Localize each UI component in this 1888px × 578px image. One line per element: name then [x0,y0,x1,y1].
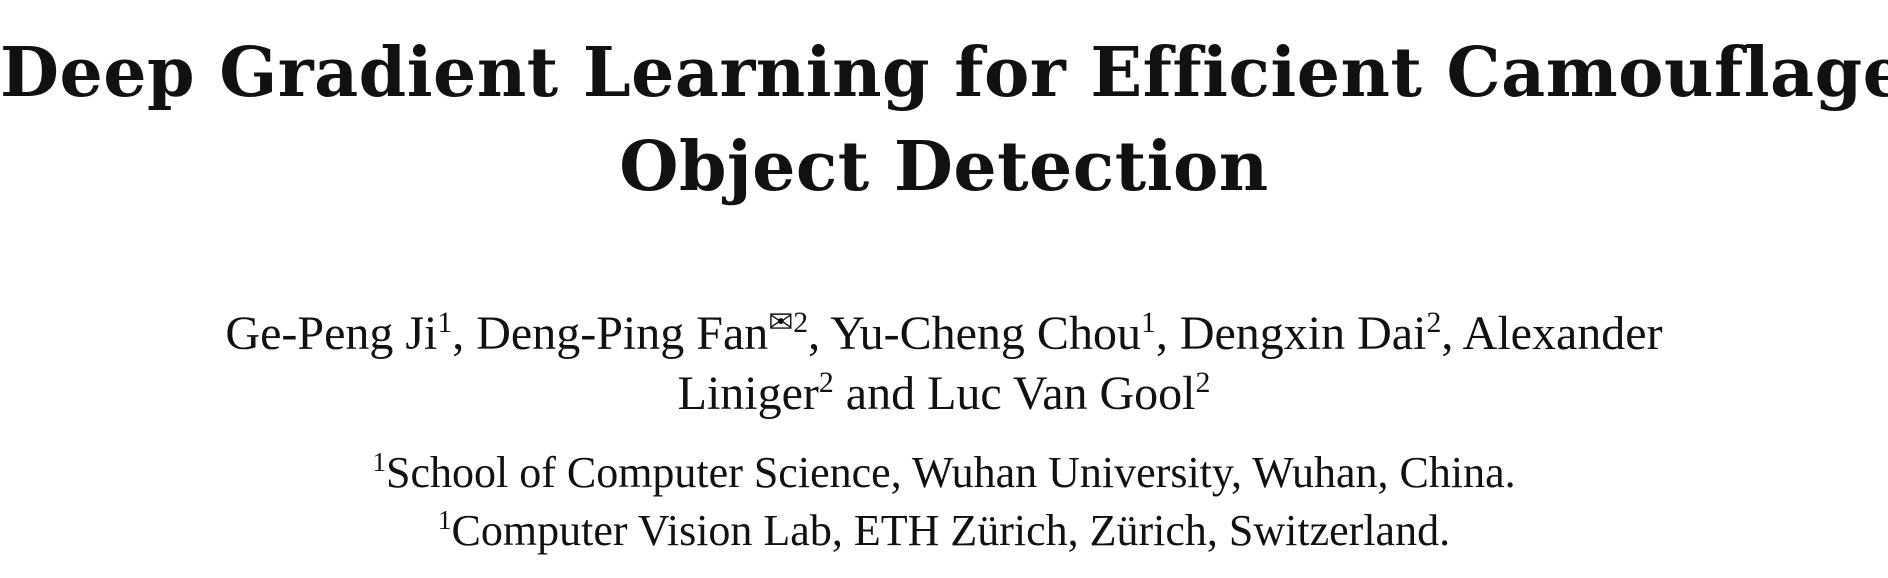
author-affiliation-marker: 2 [1426,305,1442,339]
author-affiliation-marker: 2 [793,305,809,339]
paper-title: Deep Gradient Learning for Efficient Cam… [0,26,1888,214]
author-separator: , [452,307,477,360]
affiliation-marker: 1 [437,505,452,536]
paper-title-line-2: Object Detection [619,127,1269,207]
author-name: Ge-Peng Ji [225,307,438,360]
author-separator: , [808,307,831,360]
author-list: Ge-Peng Ji1, Deng-Ping Fan✉2, Yu-Cheng C… [0,304,1888,424]
affiliation-text: School of Computer Science, Wuhan Univer… [385,448,1516,497]
author-separator: , [1441,307,1463,360]
author-name-first-part: Alexander [1462,307,1663,360]
author-separator: and [833,367,928,420]
author-name: Luc Van Gool [927,367,1196,420]
affiliation-list: 1School of Computer Science, Wuhan Unive… [0,444,1888,560]
affiliation-line: 1School of Computer Science, Wuhan Unive… [0,444,1888,502]
author-affiliation-marker: 2 [1195,365,1211,399]
author-affiliation-marker: 2 [818,365,834,399]
author-separator: , [1155,307,1180,360]
author-affiliation-marker: 1 [1140,305,1156,339]
author-affiliation-marker: 1 [437,305,453,339]
author-name: Yu-Cheng Chou [830,307,1141,360]
author-name: Deng-Ping Fan [476,307,769,360]
envelope-icon: ✉ [768,305,794,339]
author-name: Dengxin Dai [1179,307,1427,360]
affiliation-marker: 1 [372,447,386,478]
paper-title-line-1: Deep Gradient Learning for Efficient Cam… [0,33,1888,113]
author-line-1: Ge-Peng Ji1, Deng-Ping Fan✉2, Yu-Cheng C… [0,304,1888,364]
affiliation-line: 1Computer Vision Lab, ETH Zürich, Zürich… [0,502,1888,560]
author-line-2: Liniger2 and Luc Van Gool2 [0,364,1888,424]
affiliation-text: Computer Vision Lab, ETH Zürich, Zürich,… [451,506,1451,555]
author-name-second-part: Liniger [677,367,819,420]
